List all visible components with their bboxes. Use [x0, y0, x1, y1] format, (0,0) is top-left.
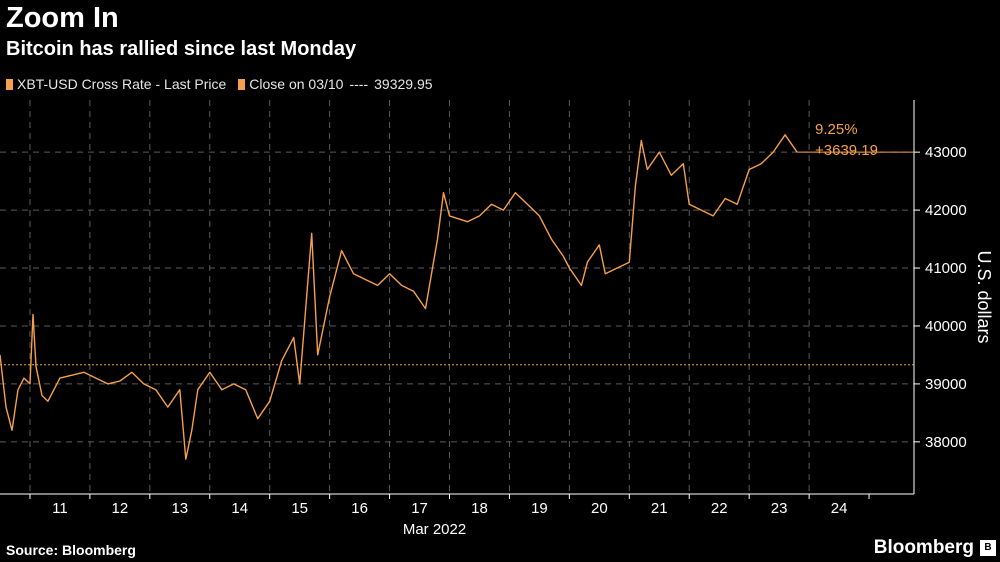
brand-logo: Bloomberg	[873, 537, 974, 558]
x-tick-label: 17	[411, 500, 428, 517]
legend-item-close: Close on 03/10 ---- 39329.95	[238, 76, 433, 92]
y-tick-label: 40000	[925, 318, 967, 335]
x-axis-label: Mar 2022	[403, 521, 466, 538]
series-group	[0, 134, 914, 460]
y-tick-label: 41000	[925, 260, 967, 277]
legend-close-label: Close on 03/10	[249, 76, 344, 92]
legend-swatch-series	[6, 78, 13, 90]
x-tick-label: 12	[112, 500, 129, 517]
x-tick-label: 22	[711, 500, 728, 517]
axes	[0, 100, 920, 499]
x-tick-label: 15	[291, 500, 308, 517]
chart-subtitle: Bitcoin has rallied since last Monday	[6, 38, 357, 60]
x-tick-label: 20	[591, 500, 608, 517]
brand-icon: B	[980, 540, 996, 556]
y-tick-label: 43000	[925, 144, 967, 161]
legend-swatch-close	[238, 78, 246, 90]
legend: XBT-USD Cross Rate - Last Price Close on…	[6, 76, 445, 92]
x-tick-label: 11	[52, 500, 68, 517]
annotation-percent: 9.25%	[815, 121, 858, 138]
axis-labels: 38000 39000 40000 41000 42000 43000 11 12 13 14 15…	[52, 121, 994, 538]
x-tick-label: 16	[351, 500, 368, 517]
chart-title: Zoom In	[6, 2, 119, 34]
series-line-xbt-usd	[0, 134, 798, 460]
x-tick-label: 13	[171, 500, 188, 517]
grid	[0, 100, 914, 494]
y-tick-label: 42000	[925, 202, 967, 219]
legend-close-dashes: ----	[349, 76, 369, 92]
source-note: Source: Bloomberg	[6, 542, 136, 558]
y-axis-label: U.S. dollars	[974, 250, 994, 343]
legend-item-series: XBT-USD Cross Rate - Last Price	[6, 76, 226, 92]
x-tick-label: 18	[471, 500, 488, 517]
y-tick-label: 39000	[925, 376, 967, 393]
legend-close-value: 39329.95	[374, 76, 433, 92]
legend-series-label: XBT-USD Cross Rate - Last Price	[17, 76, 227, 92]
x-tick-label: 19	[531, 500, 548, 517]
x-tick-label: 14	[231, 500, 248, 517]
x-tick-label: 23	[771, 500, 788, 517]
x-tick-label: 21	[651, 500, 668, 517]
annotation-change: +3639.19	[815, 142, 878, 159]
x-tick-label: 24	[831, 500, 848, 517]
y-tick-label: 38000	[925, 434, 967, 451]
